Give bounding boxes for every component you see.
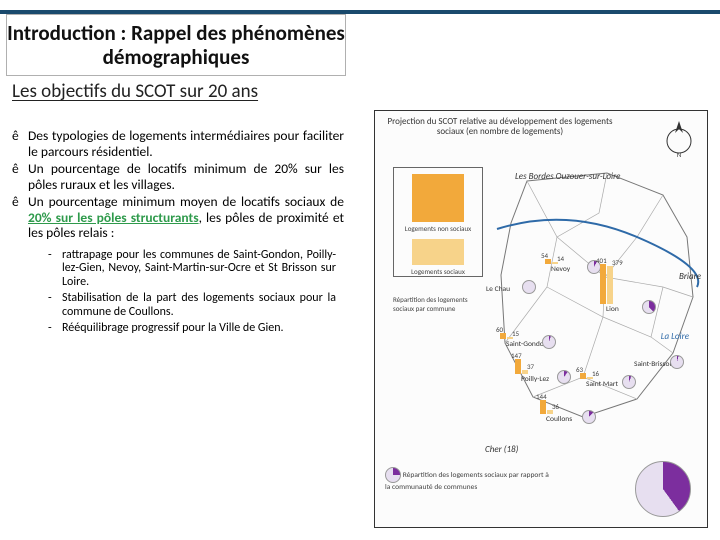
commune-bars	[600, 264, 613, 304]
bar-value: 60	[496, 325, 503, 334]
dash-marker: -	[48, 249, 62, 290]
bullet-marker: ê	[12, 128, 28, 159]
bar-value: 16	[592, 369, 599, 378]
svg-text:N: N	[677, 150, 682, 157]
swatch-b	[412, 239, 464, 265]
bullet-item: êUn pourcentage minimum moyen de locatif…	[12, 194, 344, 241]
swatch-a	[412, 174, 464, 222]
bar-value: 63	[576, 365, 583, 374]
main-body: êDes typologies de logements intermédiai…	[12, 128, 344, 337]
pie-legend: Répartition des logements sociaux par ra…	[385, 467, 555, 519]
sub-item: -Rééquilibrage progressif pour la Ville …	[48, 322, 336, 336]
legend-caption: Répartition des logements sociaux par co…	[393, 295, 483, 313]
bullet-item: êUn pourcentage de locatifs minimum de 2…	[12, 161, 344, 192]
bar-value: 401	[596, 256, 607, 265]
neighbor-east: Briare	[679, 271, 701, 282]
bar-value: 37	[527, 362, 534, 371]
bullet-text: Des typologies de logements intermédiair…	[28, 128, 344, 159]
pie-big	[635, 461, 691, 517]
swatch-a-label: Logements non sociaux	[398, 224, 478, 233]
page-subtitle: Les objectifs du SCOT sur 20 ans	[12, 80, 342, 103]
sub-text: rattrapage pour les communes de Saint-Go…	[62, 249, 336, 290]
sub-item: -rattrapage pour les communes de Saint-G…	[48, 249, 336, 290]
commune-label: Le Chau	[486, 286, 510, 294]
neighbor-north: Les Bordes Ouzouer-sur-Loire	[515, 171, 620, 182]
commune-pie	[582, 410, 596, 424]
sub-list: -rattrapage pour les communes de Saint-G…	[48, 249, 336, 336]
bullet-marker: ê	[12, 194, 28, 241]
commune-label: Lion	[606, 306, 619, 314]
compass-icon: N	[659, 117, 699, 157]
bar-value: 147	[511, 351, 522, 360]
bar-value: 144	[536, 392, 547, 401]
bar-value: 379	[612, 258, 623, 267]
figure-title: Projection du SCOT relative au développe…	[385, 117, 615, 137]
bar-value: 54	[541, 251, 548, 260]
highlight: 20% sur les pôles structurants	[28, 209, 199, 226]
pie-sample-icon	[385, 467, 401, 483]
figure-panel: Projection du SCOT relative au développe…	[374, 110, 708, 528]
bullet-text: Un pourcentage minimum moyen de locatifs…	[28, 194, 344, 241]
bullet-marker: ê	[12, 161, 28, 192]
bar-value: 15	[512, 329, 519, 338]
legend-bars: Logements non sociaux Logements sociaux	[393, 167, 483, 277]
sub-item: -Stabilisation de la part des logements …	[48, 292, 336, 320]
bullet-item: êDes typologies de logements intermédiai…	[12, 128, 344, 159]
commune-pie	[542, 335, 556, 349]
commune-label: Saint-Brisson	[634, 361, 673, 369]
commune-pie	[557, 370, 571, 384]
commune-pie	[670, 355, 684, 369]
river-label: La Loire	[661, 331, 689, 342]
bullet-text: Un pourcentage de locatifs minimum de 20…	[28, 161, 344, 192]
neighbor-south: Cher (18)	[485, 444, 518, 455]
commune-pie	[522, 280, 536, 294]
dash-marker: -	[48, 292, 62, 320]
commune-label: Poilly-Lez	[521, 376, 549, 384]
pie-legend-caption: Répartition des logements sociaux par ra…	[385, 471, 549, 492]
commune-pie	[642, 300, 656, 314]
sub-text: Rééquilibrage progressif pour la Ville d…	[62, 322, 336, 336]
sub-text: Stabilisation de la part des logements s…	[62, 292, 336, 320]
commune-label: Saint Mart	[586, 381, 618, 389]
commune-label: Coullons	[546, 416, 572, 424]
page-title: Introduction : Rappel des phénomènes dém…	[6, 14, 346, 76]
dash-marker: -	[48, 322, 62, 336]
commune-label: Nevoy	[551, 266, 570, 274]
bar-value: 36	[552, 402, 559, 411]
commune-pie	[622, 375, 636, 389]
bar-value: 14	[557, 254, 564, 263]
swatch-b-label: Logements sociaux	[398, 267, 478, 276]
